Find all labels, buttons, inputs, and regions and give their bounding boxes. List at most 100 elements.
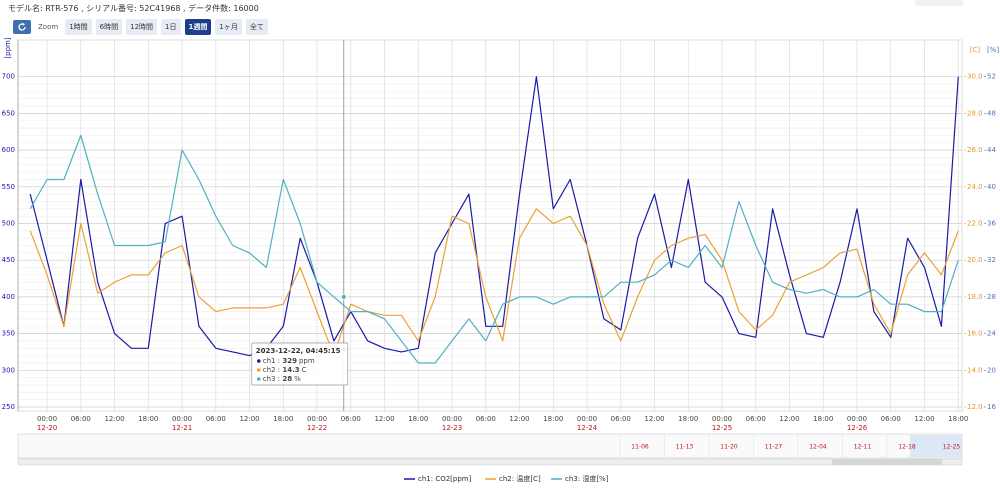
x-tick-label: 12:00: [509, 415, 529, 423]
tooltip-value: 14.3: [282, 366, 299, 374]
x-tick-label: 12:00: [644, 415, 664, 423]
navigator: [17, 433, 963, 459]
scrollbar: [17, 458, 963, 466]
x-date-label: 12-25: [712, 424, 732, 432]
y2-tick-label: 12.0: [967, 403, 983, 411]
navigator-date: 12-18: [898, 444, 916, 451]
y3-tick-label: 52: [987, 73, 996, 81]
x-tick-label: 00:00: [37, 415, 57, 423]
x-tick-label: 00:00: [172, 415, 192, 423]
legend-label: ch1: CO2[ppm]: [418, 475, 472, 483]
tooltip-sep: :: [276, 366, 283, 374]
refresh-icon: [18, 22, 26, 31]
navigator-date: 11-06: [631, 444, 649, 451]
menu-button[interactable]: [915, 0, 963, 6]
y3-tick-label: 24: [987, 330, 996, 338]
y-tick-label: 600: [2, 146, 15, 154]
y3-tick-label: 48: [987, 109, 996, 117]
tooltip-unit: ppm: [299, 357, 315, 365]
series-line: [29, 208, 959, 357]
zoom-button[interactable]: 1時間: [65, 19, 92, 35]
zoom-button[interactable]: 1ヶ月: [215, 19, 242, 35]
header: モデル名: RTR-576 , シリアル番号: 52C41968 , データ件数…: [8, 4, 259, 13]
x-tick-label: 06:00: [746, 415, 766, 423]
x-tick-label: 18:00: [138, 415, 158, 423]
x-date-label: 12-22: [307, 424, 327, 432]
x-tick-label: 06:00: [206, 415, 226, 423]
x-tick-label: 12:00: [779, 415, 799, 423]
x-tick-label: 18:00: [273, 415, 293, 423]
x-tick-label: 06:00: [611, 415, 631, 423]
tooltip-bullet: [256, 359, 261, 363]
y-tick-label: 550: [2, 183, 15, 191]
y-tick-label: 650: [2, 109, 15, 117]
tooltip-value: 329: [282, 357, 297, 365]
tooltip-unit: C: [302, 366, 307, 374]
navigator-date: 12-04: [809, 444, 827, 451]
y-tick-label: 500: [2, 220, 15, 228]
zoom-label: Zoom: [38, 23, 59, 31]
navigator-date: 11-27: [765, 444, 783, 451]
y-axis-label: [ppm]: [4, 37, 12, 58]
series-line: [29, 134, 959, 364]
legend-label: ch3: 湿度[%]: [565, 474, 609, 483]
x-tick-label: 06:00: [881, 415, 901, 423]
navigator-date: 11-13: [676, 444, 694, 451]
x-date-label: 12-23: [442, 424, 462, 432]
y2-tick-label: 16.0: [967, 330, 983, 338]
y2-tick-label: 18.0: [967, 293, 983, 301]
scrollbar-thumb: [832, 459, 942, 465]
tooltip-bullet: [256, 368, 261, 372]
x-tick-label: 06:00: [476, 415, 496, 423]
y2-tick-label: 22.0: [967, 220, 983, 228]
tooltip-item: ch3 : 28%: [263, 375, 301, 383]
y3-tick-label: 28: [987, 293, 996, 301]
tooltip-unit: %: [294, 375, 301, 383]
tooltip-title: 2023-12-22, 04:45:15: [256, 347, 341, 355]
x-date-label: 12-20: [37, 424, 57, 432]
y2-tick-label: 20.0: [967, 256, 983, 264]
y3-tick-label: 44: [987, 146, 996, 154]
x-tick-label: 18:00: [813, 415, 833, 423]
zoom-bar: Zoom 1時間 6時間 12時間 1日 1週間 1ヶ月 全て: [13, 19, 268, 35]
zoom-button[interactable]: 1週間: [184, 19, 212, 35]
navigator-date: 11-20: [720, 444, 738, 451]
y3-tick-label: 40: [987, 183, 996, 191]
tooltip-name: ch2: [263, 366, 276, 374]
y2-tick-label: 30.0: [967, 73, 983, 81]
y2-tick-label: 24.0: [967, 183, 983, 191]
y3-axis-label: [%]: [987, 46, 999, 54]
x-tick-label: 12:00: [104, 415, 124, 423]
x-tick-label: 18:00: [408, 415, 428, 423]
zoom-button[interactable]: 1日: [161, 19, 181, 35]
y-tick-label: 350: [2, 330, 15, 338]
y2-tick-label: 26.0: [967, 146, 983, 154]
x-tick-label: 00:00: [307, 415, 327, 423]
y3-tick-label: 36: [987, 220, 996, 228]
y2-axis-label: [C]: [970, 46, 981, 54]
x-tick-label: 00:00: [712, 415, 732, 423]
tooltip-name: ch3: [263, 375, 276, 383]
x-date-label: 12-24: [577, 424, 598, 432]
x-date-label: 12-26: [847, 424, 868, 432]
y-tick-label: 250: [2, 403, 15, 411]
navigator-date: 12-11: [854, 444, 872, 451]
navigator-date: 12-25: [943, 444, 961, 451]
x-tick-label: 00:00: [577, 415, 597, 423]
x-tick-label: 12:00: [374, 415, 394, 423]
zoom-button[interactable]: 6時間: [95, 19, 123, 35]
y3-tick-label: 16: [987, 403, 996, 411]
refresh-button[interactable]: [13, 20, 31, 34]
hover-marker: [340, 293, 347, 300]
x-tick-label: 12:00: [239, 415, 259, 423]
x-tick-label: 06:00: [341, 415, 361, 423]
y-tick-label: 300: [2, 366, 15, 374]
tooltip-item: ch2 : 14.3 C: [263, 366, 307, 374]
y3-tick-label: 32: [987, 256, 996, 264]
x-tick-label: 00:00: [442, 415, 462, 423]
zoom-button[interactable]: 全て: [245, 19, 268, 35]
y2-tick-label: 28.0: [967, 109, 983, 117]
x-tick-label: 18:00: [543, 415, 563, 423]
zoom-button[interactable]: 12時間: [126, 19, 158, 35]
tooltip-box: [251, 342, 349, 386]
